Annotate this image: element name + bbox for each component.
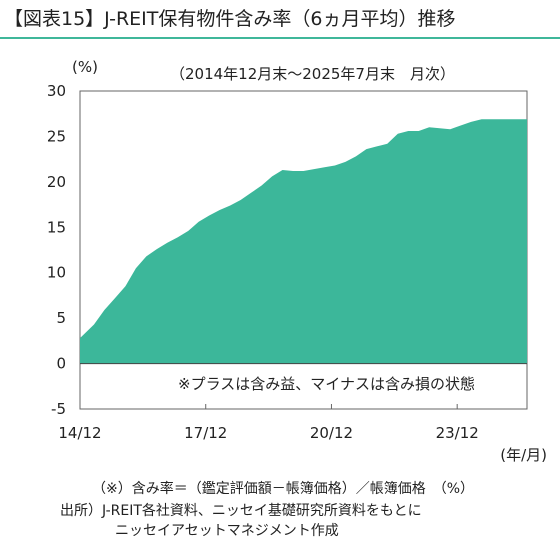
footnote-source-2: ニッセイアセットマネジメント作成 xyxy=(115,523,339,539)
x-axis-unit: (年/月) xyxy=(500,446,547,464)
y-tick-label: 15 xyxy=(47,218,66,236)
y-tick-label: 30 xyxy=(47,82,66,100)
y-tick-label: 25 xyxy=(47,127,66,145)
y-tick-label: 10 xyxy=(47,264,66,282)
footnote-formula: （※）含み率＝（鑑定評価額－帳簿価格）／帳簿価格 （%） xyxy=(92,481,475,497)
x-tick-label: 23/12 xyxy=(436,424,479,442)
footnote-source: 出所）J-REIT各社資料、ニッセイ基礎研究所資料をもとに xyxy=(60,503,422,519)
title-underline xyxy=(0,37,560,39)
y-tick-label: -5 xyxy=(51,400,66,418)
x-tick-label: 20/12 xyxy=(310,424,353,442)
x-tick-label: 17/12 xyxy=(184,424,227,442)
chart-annotation: ※プラスは含み益、マイナスは含み損の状態 xyxy=(178,375,475,393)
y-tick-label: 0 xyxy=(56,355,66,373)
y-axis-unit: (%) xyxy=(72,58,98,76)
chart-subtitle: （2014年12月末～2025年7月末 月次） xyxy=(170,65,455,83)
y-tick-label: 5 xyxy=(56,309,66,327)
area-chart: 30 25 20 15 10 5 0 -5 14/12 17/12 20/12 23/12 (%) (年/… xyxy=(47,58,547,464)
x-tick-label: 14/12 xyxy=(58,424,101,442)
series-area xyxy=(80,119,527,364)
chart-title: 【図表15】J-REIT保有物件含み率（6ヵ月平均）推移 xyxy=(4,8,456,30)
y-tick-label: 20 xyxy=(47,173,66,191)
